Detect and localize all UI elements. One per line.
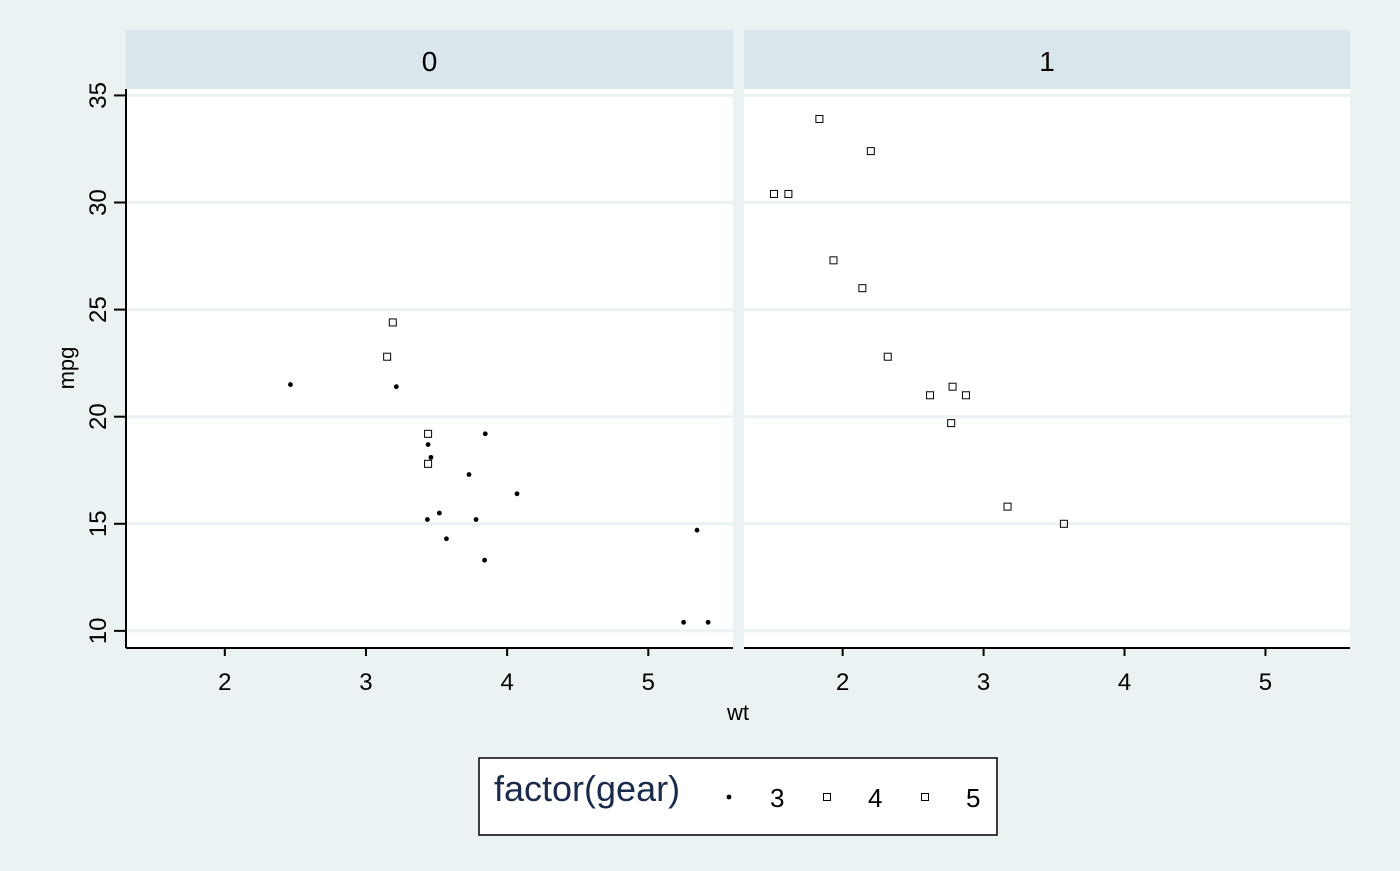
data-point-gear-3 <box>482 557 487 563</box>
legend-key-gear-4 <box>823 793 831 801</box>
x-axis-title: wt <box>726 700 749 725</box>
data-point-gear-4 <box>815 114 824 123</box>
legend: factor(gear) 3 4 5 <box>478 757 998 836</box>
facet-strip <box>126 30 733 89</box>
data-point-gear-4 <box>926 391 935 400</box>
data-point-gear-3 <box>482 431 488 437</box>
legend-key-gear-5 <box>921 793 929 801</box>
data-point-gear-3 <box>393 384 399 390</box>
data-point-gear-3 <box>705 619 711 625</box>
y-tick-label: 15 <box>85 510 112 537</box>
data-point-gear-3 <box>428 454 434 460</box>
x-tick-label: 2 <box>836 669 849 696</box>
data-point-gear-3 <box>681 619 686 625</box>
data-point-gear-4 <box>388 318 397 327</box>
y-tick-label: 10 <box>85 618 112 645</box>
data-point-gear-3 <box>424 517 430 522</box>
y-axis-title: mpg <box>54 347 79 390</box>
data-point-gear-4 <box>866 147 875 156</box>
y-tick-label: 30 <box>85 189 112 216</box>
x-tick-label: 5 <box>1259 669 1272 696</box>
legend-title: factor(gear) <box>494 768 680 809</box>
data-point-gear-5 <box>858 284 867 293</box>
data-point-gear-3 <box>466 472 472 477</box>
x-tick-label: 3 <box>977 669 990 696</box>
data-point-gear-3 <box>288 382 293 387</box>
data-point-gear-4 <box>883 352 892 361</box>
x-tick-label: 3 <box>359 669 372 696</box>
facet-strip-label: 1 <box>1039 46 1055 77</box>
data-point-gear-4 <box>784 189 793 198</box>
x-tick-label: 2 <box>218 669 231 696</box>
data-point-gear-4 <box>424 459 433 468</box>
facet-strip-label: 0 <box>422 46 438 77</box>
x-tick-label: 4 <box>1118 669 1131 696</box>
y-tick-label: 35 <box>85 82 112 109</box>
data-point-gear-3 <box>694 527 700 533</box>
facet-strip <box>744 30 1350 89</box>
data-point-gear-5 <box>947 419 956 428</box>
y-tick-label: 25 <box>85 296 112 323</box>
legend-label-gear-3: 3 <box>770 783 784 813</box>
plot-area <box>744 89 1350 648</box>
data-point-gear-4 <box>424 429 433 438</box>
data-point-gear-4 <box>948 382 957 391</box>
data-point-gear-3 <box>514 491 520 497</box>
x-tick-label: 5 <box>642 669 655 696</box>
data-point-gear-3 <box>425 442 431 447</box>
y-tick-label: 20 <box>85 403 112 430</box>
data-point-gear-4 <box>961 391 970 400</box>
legend-label-gear-4: 4 <box>868 783 882 813</box>
legend-box <box>478 757 998 836</box>
legend-key-gear-3 <box>726 794 732 800</box>
data-point-gear-5 <box>770 189 779 198</box>
data-point-gear-3 <box>473 517 479 522</box>
data-point-gear-4 <box>829 256 838 265</box>
data-point-gear-5 <box>1003 502 1012 511</box>
data-point-gear-4 <box>383 352 392 361</box>
data-point-gear-3 <box>444 536 449 542</box>
data-point-gear-3 <box>436 510 442 516</box>
data-point-gear-5 <box>1059 519 1068 528</box>
plot-area <box>126 89 733 648</box>
legend-label-gear-5: 5 <box>966 783 980 813</box>
facet-panel-0: 0 2 3 4 5 10 15 20 25 30 35 <box>85 30 733 696</box>
x-tick-label: 4 <box>500 669 513 696</box>
facet-panel-1: 1 2 3 4 5 <box>744 30 1350 696</box>
